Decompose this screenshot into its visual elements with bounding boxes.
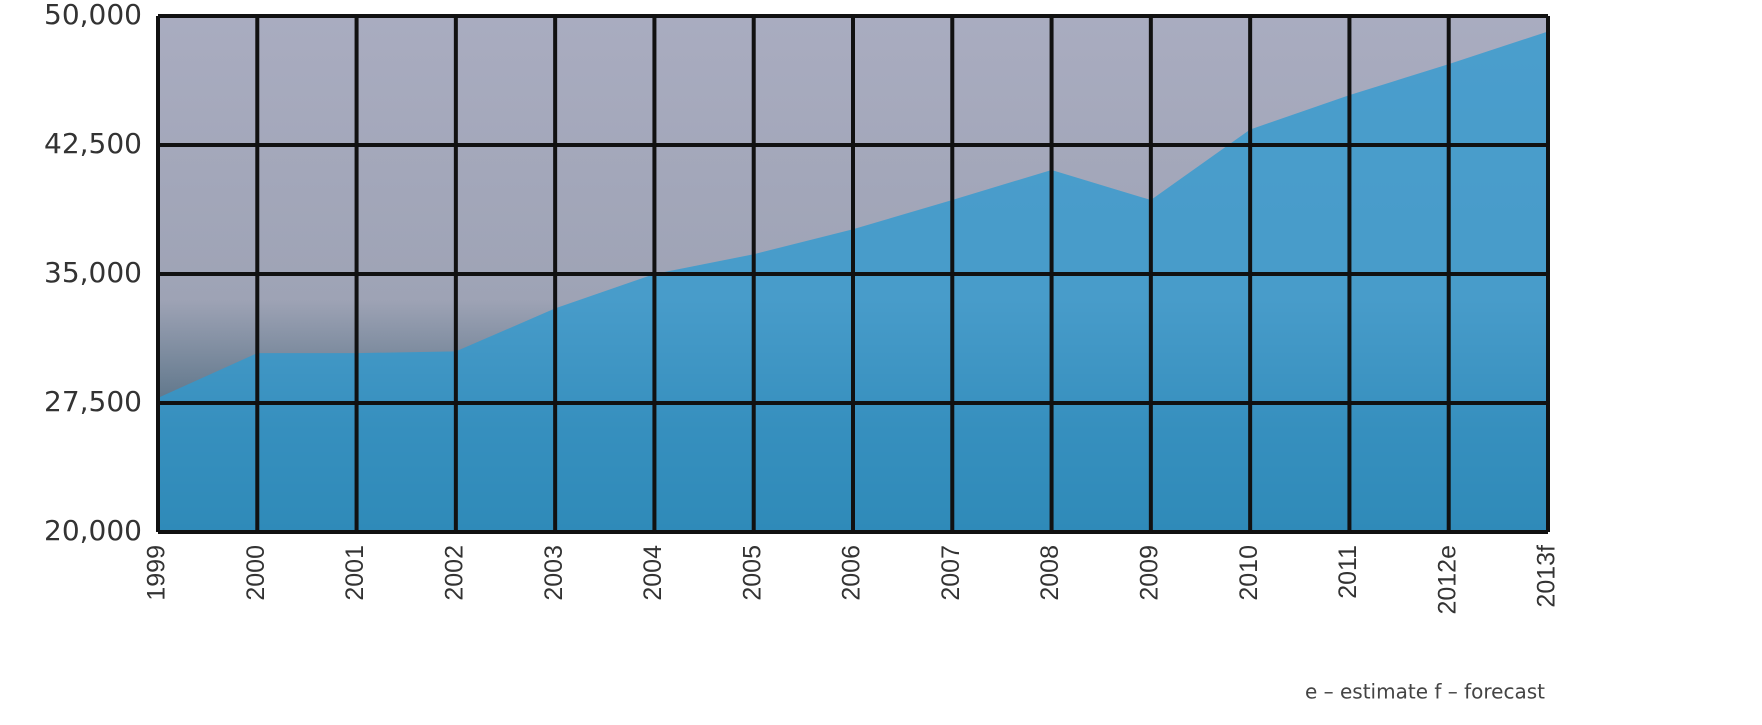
x-tick-label: 2002 [440, 545, 468, 601]
y-tick-label: 27,500 [44, 385, 142, 418]
y-tick-label: 42,500 [44, 127, 142, 160]
x-tick-label: 2006 [838, 545, 866, 601]
annotation: e – estimate f – forecast [1305, 680, 1545, 704]
x-tick-label: 2007 [937, 545, 965, 601]
x-tick-label: 2004 [639, 545, 667, 601]
x-tick-label: 2000 [242, 545, 270, 601]
y-tick-label: 50,000 [44, 0, 142, 31]
x-tick-label: 2009 [1135, 545, 1163, 601]
x-tick-label: 2008 [1036, 545, 1064, 601]
x-tick-label: 2013f [1533, 545, 1561, 608]
y-tick-label: 20,000 [44, 514, 142, 547]
x-tick-label: 2001 [341, 545, 369, 601]
x-tick-label: 2003 [540, 545, 568, 601]
x-tick-label: 2005 [738, 545, 766, 601]
x-tick-label: 2011 [1334, 545, 1362, 599]
x-tick-label: 1999 [143, 545, 171, 601]
y-tick-label: 35,000 [44, 256, 142, 289]
x-tick-label: 2012e [1433, 545, 1461, 615]
x-tick-label: 2010 [1235, 545, 1263, 601]
